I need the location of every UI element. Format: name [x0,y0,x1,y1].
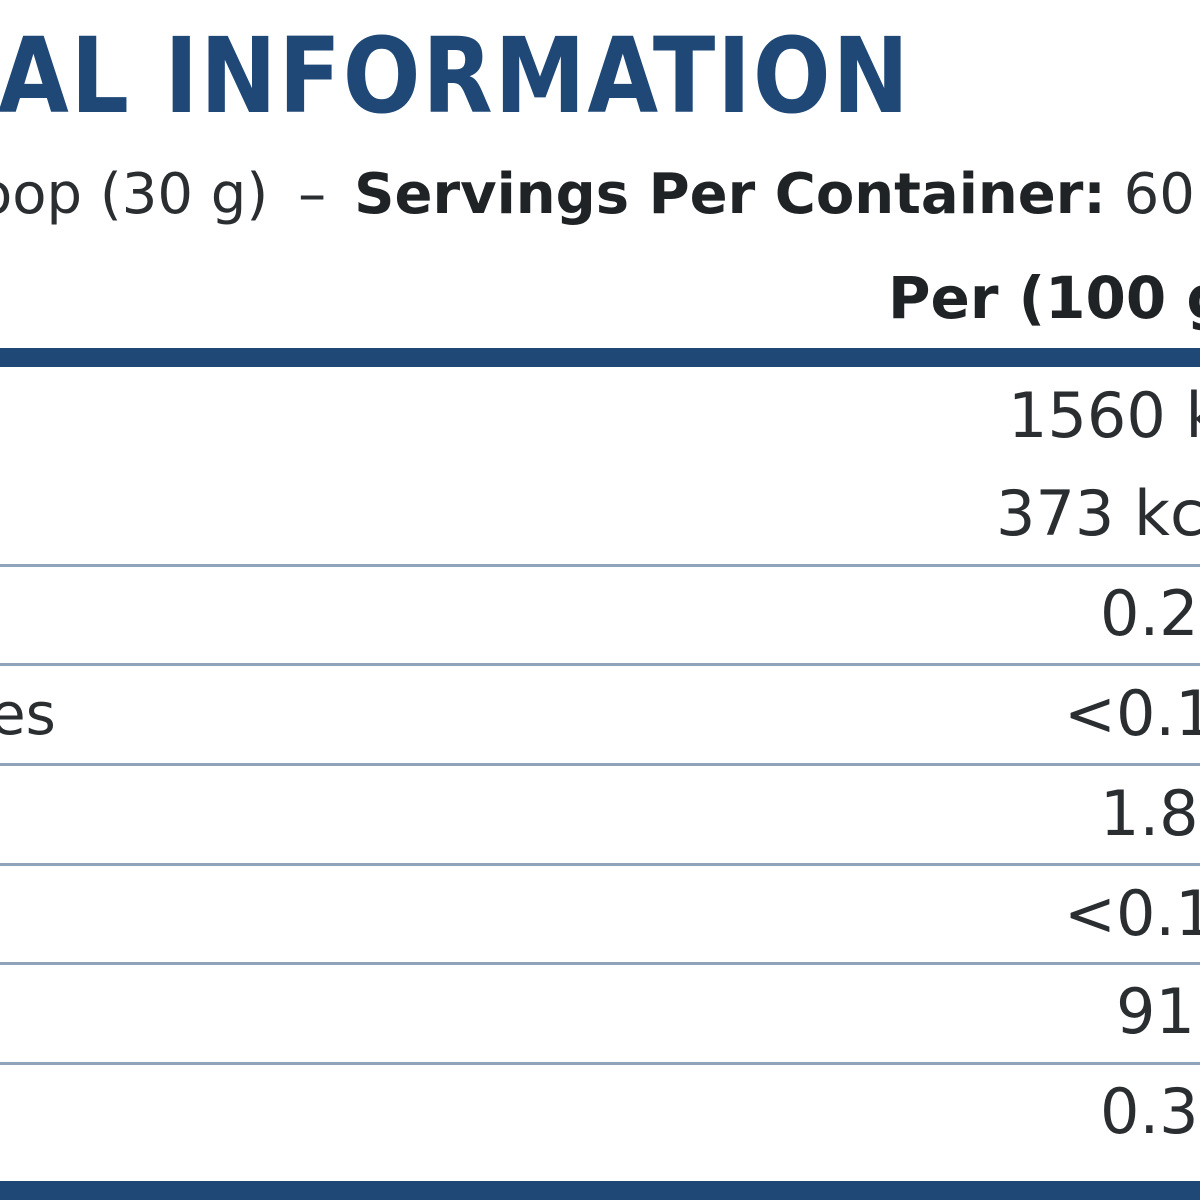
servings-per-container-label: Servings Per Container: [354,162,1106,227]
serving-size: oop (30 g) [0,162,269,227]
page-title: AL INFORMATION [0,15,911,137]
row-divider [0,564,1200,567]
table-row: 0.3 [0,1068,1200,1156]
row-divider [0,663,1200,666]
row-divider [0,863,1200,866]
nutrient-value: <0.1 [1064,677,1200,750]
servings-per-container-value: 60 [1123,162,1195,227]
nutrient-label: es [0,680,56,748]
table-row: 1.8 [0,770,1200,858]
row-divider [0,1062,1200,1065]
row-divider [0,962,1200,965]
table-bottom-rule [0,1181,1200,1200]
serving-separator: – [298,162,327,227]
nutrient-value: 0.2 [1100,577,1199,650]
table-row: 91 [0,968,1200,1056]
nutrient-value: 1.8 [1100,777,1199,850]
table-row: 1560 k [0,372,1200,460]
nutrient-value: <0.1 [1064,877,1200,950]
table-top-rule [0,348,1200,367]
table-row: es <0.1 [0,670,1200,758]
column-header-per-100g: Per (100 g [888,264,1200,332]
nutrient-value: 0.3 [1100,1075,1199,1148]
nutrient-value: 91 [1116,975,1195,1048]
table-row: 0.2 [0,570,1200,658]
nutrient-value: 1560 k [1008,379,1200,452]
row-divider [0,763,1200,766]
nutrient-value: 373 kc [996,477,1200,550]
serving-info: oop (30 g) – Servings Per Container: 60 [0,160,1200,230]
table-row: 373 kc [0,470,1200,558]
table-row: <0.1 [0,870,1200,958]
